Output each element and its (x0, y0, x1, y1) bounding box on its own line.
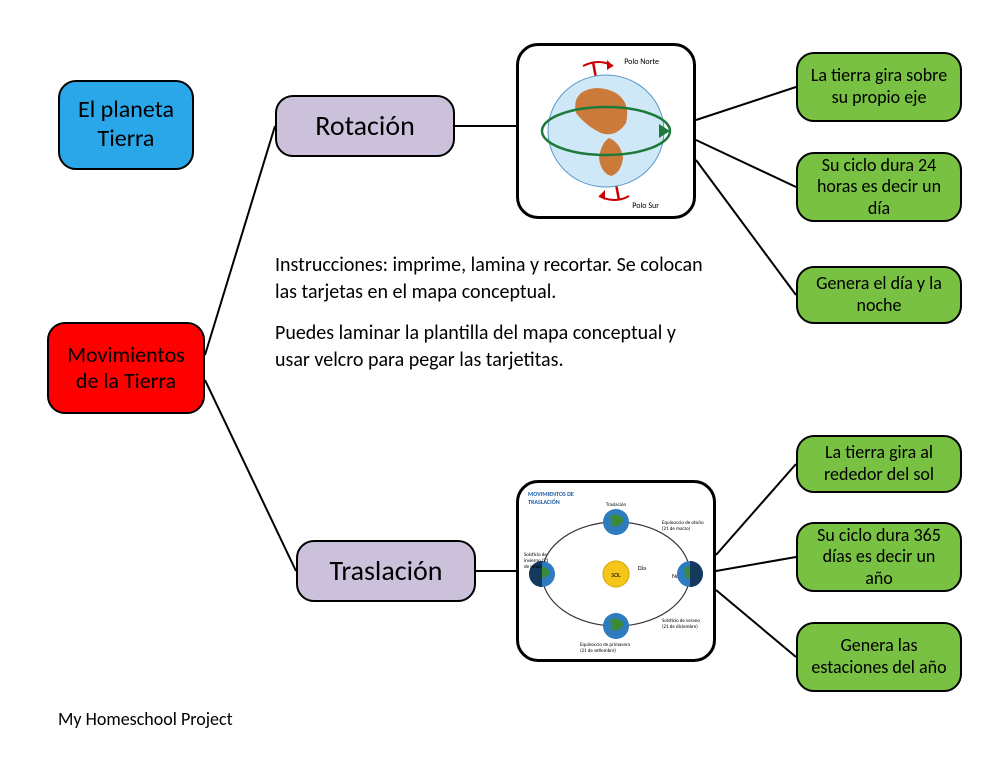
node-label: Genera el día y la noche (808, 273, 950, 316)
lbl-sol-inv2: invierno (21 (524, 557, 549, 564)
credit-label: My Homeschool Project (58, 708, 233, 730)
image-translation-orbit: MOVIMIENTOS DE TRASLACIÓN SOL Día Noche … (516, 480, 716, 662)
instructions-block: Instrucciones: imprime, lamina y recorta… (275, 252, 705, 374)
image-rotation-globe: Polo Norte Polo Sur (516, 43, 696, 219)
polo-sur-label: Polo Sur (632, 201, 659, 211)
node-label: Movimientos de la Tierra (59, 342, 193, 395)
lbl-eq-otono2: (21 de marzo) (662, 525, 691, 532)
node-rot-fact-1: La tierra gira sobre su propio eje (796, 52, 962, 122)
orbit-title2: TRASLACIÓN (528, 498, 560, 506)
node-tras-fact-1: La tierra gira al rededor del sol (796, 435, 962, 493)
globe-rotation-svg: Polo Norte Polo Sur (521, 48, 691, 214)
credit-text: My Homeschool Project (58, 708, 233, 730)
dia-label: Día (638, 564, 646, 572)
node-rotacion: Rotación (275, 95, 455, 157)
node-label: Genera las estaciones del año (808, 635, 950, 678)
node-tras-fact-3: Genera las estaciones del año (796, 622, 962, 692)
lbl-sol-inv3: de junio) (524, 563, 542, 570)
lbl-traslacion: Traslación (606, 502, 627, 508)
node-label: El planeta Tierra (70, 96, 182, 154)
instructions-p2: Puedes laminar la plantilla del mapa con… (275, 320, 705, 374)
instructions-p1: Instrucciones: imprime, lamina y recorta… (275, 252, 705, 306)
bottom-rotation-arrowhead (599, 190, 605, 200)
earth-right (677, 561, 703, 587)
lbl-eq-prim2: (21 de setiembre) (580, 647, 616, 654)
sun-label: SOL (611, 571, 621, 579)
node-label: Su ciclo dura 365 días es decir un año (808, 525, 950, 590)
node-label: Su ciclo dura 24 horas es decir un día (808, 155, 950, 220)
node-label: La tierra gira al rededor del sol (808, 442, 950, 485)
node-label: Traslación (329, 554, 442, 588)
node-label: Rotación (315, 109, 415, 143)
earth-bottom (603, 613, 629, 639)
earth-top (603, 509, 629, 535)
node-label: La tierra gira sobre su propio eje (808, 65, 950, 108)
node-tras-fact-2: Su ciclo dura 365 días es decir un año (796, 522, 962, 592)
node-traslacion: Traslación (296, 540, 476, 602)
node-rot-fact-2: Su ciclo dura 24 horas es decir un día (796, 152, 962, 222)
lbl-sol-verano2: (21 de diciembre) (662, 623, 698, 630)
polo-norte-label: Polo Norte (624, 57, 659, 67)
node-rot-fact-3: Genera el día y la noche (796, 266, 962, 324)
node-movimientos-tierra: Movimientos de la Tierra (47, 322, 205, 414)
orbit-title: MOVIMIENTOS DE (528, 490, 574, 498)
orbit-translation-svg: MOVIMIENTOS DE TRASLACIÓN SOL Día Noche … (520, 484, 712, 658)
node-planeta-tierra: El planeta Tierra (58, 80, 194, 170)
